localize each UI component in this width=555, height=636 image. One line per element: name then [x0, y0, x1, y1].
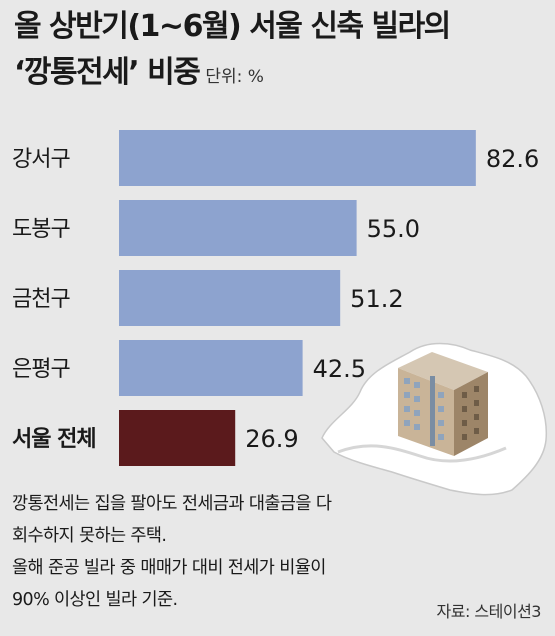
category-label-2: 도봉구	[12, 217, 70, 242]
footnote-line-3: 올해 준공 빌라 중 매매가 대비 전세가 비율이	[12, 558, 326, 578]
category-label-5: 서울 전체	[12, 427, 96, 452]
bar-1	[119, 130, 476, 186]
title-line-1: 올 상반기(1~6월) 서울 신축 빌라의	[14, 9, 451, 44]
value-label-3: 51.2	[350, 285, 403, 313]
bar-5	[119, 410, 236, 466]
footnote: 깡통전세는 집을 팔아도 전세금과 대출금을 다 회수하지 못하는 주택. 올해…	[12, 488, 548, 616]
title-line-2-text: ‘깡통전세’ 비중	[14, 55, 201, 90]
river-line	[337, 444, 507, 463]
bar-4	[119, 340, 303, 396]
value-label-4: 42.5	[313, 355, 366, 383]
category-label-4: 은평구	[12, 357, 70, 382]
value-label-2: 55.0	[367, 215, 420, 243]
bars-group: 강서구 82.6 도봉구 55.0 금천구 51.2 은평구 42.5 서울 전체 26.9	[12, 130, 539, 466]
title-line-2: ‘깡통전세’ 비중 단위: %	[14, 50, 450, 100]
bar-2	[119, 200, 357, 256]
category-label-1: 강서구	[12, 147, 70, 172]
category-label-3: 금천구	[12, 287, 70, 312]
source-label: 자료: 스테이션3	[436, 602, 542, 621]
bar-3	[119, 270, 341, 326]
building-illustration	[398, 352, 488, 456]
footnote-line-4: 90% 이상인 빌라 기준.	[12, 590, 178, 610]
unit-label: 단위: %	[205, 67, 264, 87]
background-illustration	[321, 342, 548, 496]
value-label-1: 82.6	[486, 145, 539, 173]
value-label-5: 26.9	[245, 425, 298, 453]
footnote-line-2: 회수하지 못하는 주택.	[12, 526, 167, 546]
chart-title: 올 상반기(1~6월) 서울 신축 빌라의 ‘깡통전세’ 비중 단위: %	[14, 4, 451, 100]
footnote-line-1: 깡통전세는 집을 팔아도 전세금과 대출금을 다	[12, 494, 332, 514]
